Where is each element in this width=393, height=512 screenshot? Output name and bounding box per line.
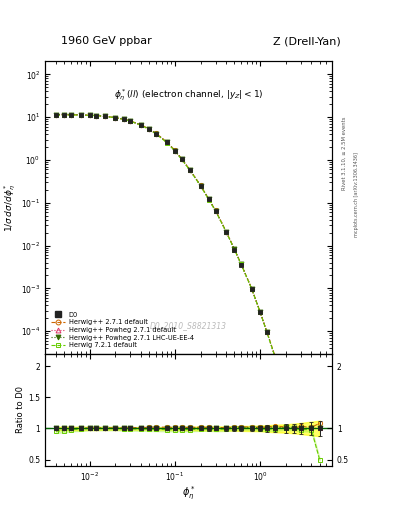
Text: Rivet 3.1.10, ≥ 2.5M events: Rivet 3.1.10, ≥ 2.5M events (342, 117, 347, 190)
Text: $\phi^*_\eta(ll)$ (electron channel, $|y_Z| < 1$): $\phi^*_\eta(ll)$ (electron channel, $|y… (114, 88, 263, 103)
Legend: D0, Herwig++ 2.7.1 default, Herwig++ Powheg 2.7.1 default, Herwig++ Powheg 2.7.1: D0, Herwig++ 2.7.1 default, Herwig++ Pow… (48, 310, 196, 350)
Text: 1960 GeV ppbar: 1960 GeV ppbar (61, 36, 151, 46)
Text: D0_2010_S8821313: D0_2010_S8821313 (150, 321, 227, 330)
Y-axis label: $1/\sigma\,d\sigma/d\phi^*_\eta$: $1/\sigma\,d\sigma/d\phi^*_\eta$ (3, 183, 18, 232)
Y-axis label: Ratio to D0: Ratio to D0 (17, 386, 26, 433)
Text: mcplots.cern.ch [arXiv:1306.3436]: mcplots.cern.ch [arXiv:1306.3436] (354, 152, 359, 237)
X-axis label: $\phi^*_\eta$: $\phi^*_\eta$ (182, 484, 195, 502)
Text: Z (Drell-Yan): Z (Drell-Yan) (273, 36, 340, 46)
